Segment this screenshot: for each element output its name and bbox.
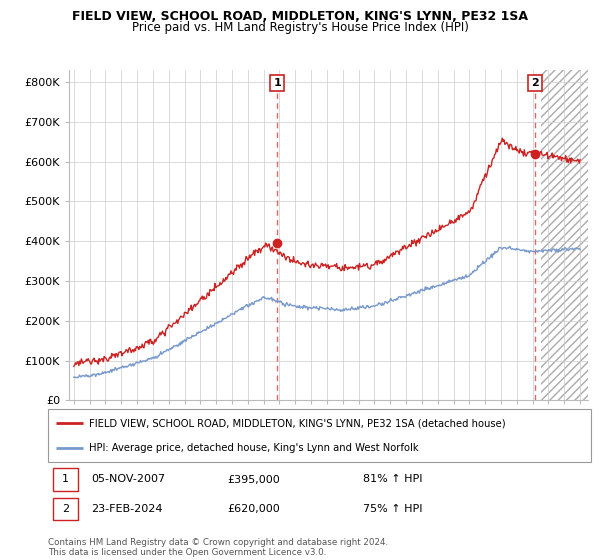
Text: 23-FEB-2024: 23-FEB-2024 — [91, 504, 163, 514]
Text: 75% ↑ HPI: 75% ↑ HPI — [363, 504, 422, 514]
Text: £620,000: £620,000 — [227, 504, 280, 514]
Text: Contains HM Land Registry data © Crown copyright and database right 2024.
This d: Contains HM Land Registry data © Crown c… — [48, 538, 388, 557]
Text: FIELD VIEW, SCHOOL ROAD, MIDDLETON, KING'S LYNN, PE32 1SA: FIELD VIEW, SCHOOL ROAD, MIDDLETON, KING… — [72, 10, 528, 23]
Text: 81% ↑ HPI: 81% ↑ HPI — [363, 474, 422, 484]
Bar — [53, 498, 78, 520]
Bar — [541, 70, 588, 400]
Text: HPI: Average price, detached house, King's Lynn and West Norfolk: HPI: Average price, detached house, King… — [89, 442, 418, 452]
Text: FIELD VIEW, SCHOOL ROAD, MIDDLETON, KING'S LYNN, PE32 1SA (detached house): FIELD VIEW, SCHOOL ROAD, MIDDLETON, KING… — [89, 418, 505, 428]
Text: 2: 2 — [62, 504, 69, 514]
Bar — [53, 468, 78, 491]
Text: 1: 1 — [273, 78, 281, 88]
Text: 1: 1 — [62, 474, 69, 484]
Text: £395,000: £395,000 — [227, 474, 280, 484]
Text: Price paid vs. HM Land Registry's House Price Index (HPI): Price paid vs. HM Land Registry's House … — [131, 21, 469, 34]
Text: 2: 2 — [531, 78, 539, 88]
Text: 05-NOV-2007: 05-NOV-2007 — [91, 474, 166, 484]
